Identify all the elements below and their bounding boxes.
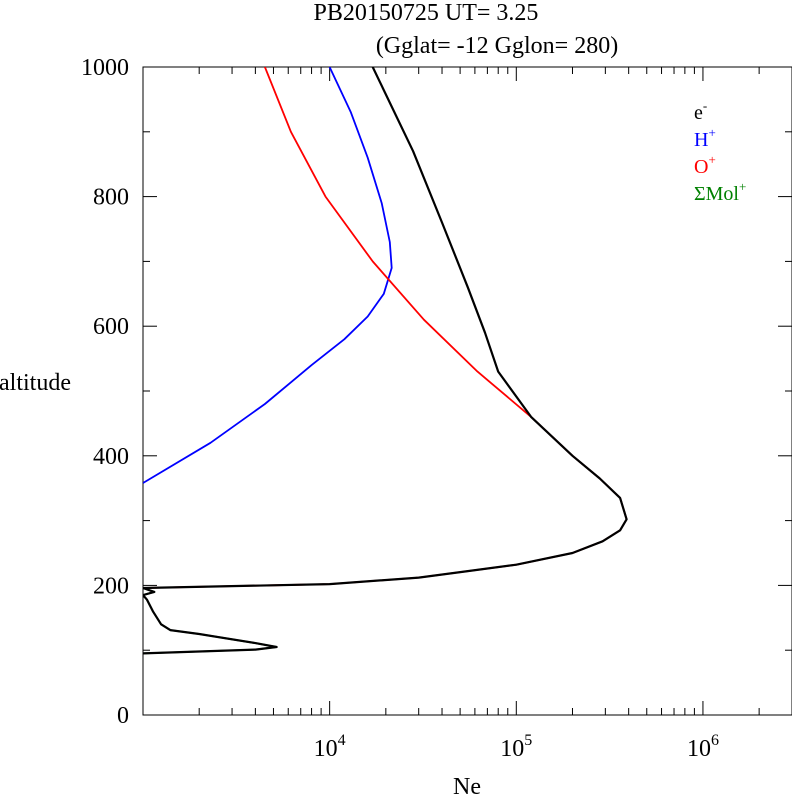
y-tick-label: 0 <box>117 703 129 729</box>
x-tick-label: 104 <box>314 732 346 762</box>
chart-title: PB20150725 UT= 3.25 <box>314 0 539 26</box>
axis-ticks <box>142 66 792 716</box>
legend: e-H+O+ΣMol+ <box>694 98 746 205</box>
y-tick-label: 600 <box>93 314 129 340</box>
x-axis-label: Ne <box>453 774 481 796</box>
chart-subtitle: (Gglat= -12 Gglon= 280) <box>376 33 618 59</box>
y-axis-label: altitude <box>0 370 71 396</box>
series-line <box>143 67 628 589</box>
y-tick-label: 400 <box>93 444 129 470</box>
x-tick-labels: 104 105 106 <box>314 732 719 762</box>
series-line <box>143 67 628 655</box>
legend-item: H+ <box>694 125 716 151</box>
series-line <box>143 67 393 484</box>
x-tick-label: 106 <box>687 732 719 762</box>
series-layer <box>143 67 628 655</box>
y-tick-labels: 0 200 400 600 800 1000 <box>81 55 129 729</box>
x-tick-label: 105 <box>500 732 532 762</box>
y-tick-label: 1000 <box>81 55 129 81</box>
y-tick-label: 200 <box>93 573 129 599</box>
legend-item: O+ <box>694 152 716 178</box>
y-tick-label: 800 <box>93 185 129 211</box>
legend-item: ΣMol+ <box>694 179 746 205</box>
legend-item: e- <box>694 98 707 124</box>
